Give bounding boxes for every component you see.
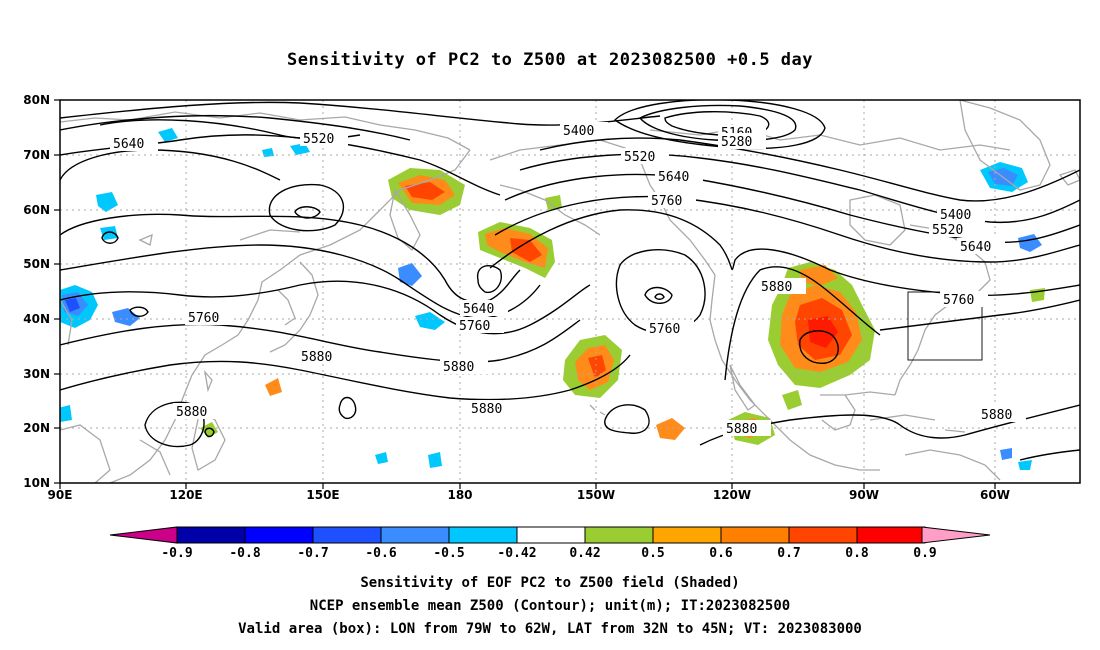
contour-labels: 5640 5520 5400 5160 5280 5520 5640 5760 … <box>110 122 1026 437</box>
lat-label: 40N <box>23 312 50 326</box>
lon-label: 60W <box>980 488 1010 502</box>
axis-ticks <box>54 99 996 489</box>
colorbar-label: -0.7 <box>297 546 328 561</box>
colorbar-label: 0.8 <box>845 546 869 561</box>
footer-line-1: Sensitivity of EOF PC2 to Z500 field (Sh… <box>360 575 740 591</box>
contour-label: 5880 <box>443 360 474 375</box>
lon-label: 150E <box>306 488 339 502</box>
lon-axis-labels: 90E 120E 150E 180 150W 120W 90W 60W <box>48 488 1010 502</box>
colorbar: -0.9 -0.8 -0.7 -0.6 -0.5 -0.42 0.42 0.5 0.6 0.7 0.… <box>109 526 991 561</box>
contour-label: 5640 <box>960 240 991 255</box>
footer-line-3: Valid area (box): LON from 79W to 62W, L… <box>238 621 862 637</box>
sensitivity-shading <box>60 128 1045 470</box>
contour-label: 5880 <box>301 350 332 365</box>
lon-label: 90E <box>48 488 73 502</box>
contour-label: 5880 <box>471 402 502 417</box>
colorbar-low-end <box>109 526 178 544</box>
lon-label: 90W <box>849 488 879 502</box>
colorbar-label: -0.5 <box>433 546 464 561</box>
colorbar-segment <box>448 526 518 544</box>
colorbar-segment <box>244 526 314 544</box>
contour-label: 5520 <box>932 223 963 238</box>
contour-label: 5640 <box>658 170 689 185</box>
colorbar-label: -0.9 <box>161 546 192 561</box>
contour-label: 5400 <box>940 208 971 223</box>
colorbar-labels: -0.9 -0.8 -0.7 -0.6 -0.5 -0.42 0.42 0.5 0.6 0.7 0.… <box>161 546 936 561</box>
contour-label: 5760 <box>943 293 974 308</box>
colorbar-label: -0.42 <box>497 546 536 561</box>
contour-label: 5400 <box>563 124 594 139</box>
lat-label: 30N <box>23 367 50 381</box>
graticule <box>60 100 1080 483</box>
lon-label: 120E <box>169 488 202 502</box>
contour-label: 5280 <box>721 135 752 150</box>
contour-label: 5760 <box>649 322 680 337</box>
colorbar-segment <box>380 526 450 544</box>
contour-label: 5520 <box>303 132 334 147</box>
colorbar-label: 0.42 <box>569 546 600 561</box>
colorbar-segment <box>516 526 586 544</box>
colorbar-label: -0.6 <box>365 546 396 561</box>
positive-sensitivity-patches <box>200 168 1045 445</box>
lat-label: 70N <box>23 148 50 162</box>
contour-label: 5520 <box>624 150 655 165</box>
lat-label: 80N <box>23 93 50 107</box>
contour-label: 5760 <box>188 311 219 326</box>
contour-label: 5880 <box>761 280 792 295</box>
map-frame <box>59 99 1081 484</box>
coastlines <box>60 100 1080 483</box>
contour-label: 5640 <box>463 302 494 317</box>
colorbar-segments <box>176 526 926 544</box>
map-title: Sensitivity of PC2 to Z500 at 2023082500… <box>286 50 813 70</box>
colorbar-label: 0.5 <box>641 546 664 561</box>
lat-label: 10N <box>23 476 50 490</box>
lat-label: 50N <box>23 257 50 271</box>
colorbar-segment <box>856 526 926 544</box>
colorbar-segment <box>720 526 790 544</box>
colorbar-segment <box>652 526 722 544</box>
colorbar-label: 0.6 <box>709 546 733 561</box>
footer-line-2: NCEP ensemble mean Z500 (Contour); unit(… <box>309 598 791 614</box>
colorbar-label: 0.7 <box>777 546 800 561</box>
contour-label: 5760 <box>651 194 682 209</box>
contour-label: 5640 <box>113 137 144 152</box>
colorbar-label: 0.9 <box>913 546 936 561</box>
contour-label: 5880 <box>176 405 207 420</box>
contour-label: 5760 <box>459 319 490 334</box>
contour-label: 5880 <box>981 408 1012 423</box>
colorbar-segment <box>176 526 246 544</box>
lat-label: 20N <box>23 421 50 435</box>
colorbar-label: -0.8 <box>229 546 260 561</box>
contour-label: 5880 <box>726 422 757 437</box>
colorbar-high-end <box>921 526 991 544</box>
colorbar-segment <box>788 526 858 544</box>
lon-label: 180 <box>447 488 472 502</box>
lat-label: 60N <box>23 203 50 217</box>
lon-label: 150W <box>577 488 615 502</box>
lon-label: 120W <box>713 488 751 502</box>
colorbar-segment <box>584 526 654 544</box>
colorbar-segment <box>312 526 382 544</box>
lat-axis-labels: 80N 70N 60N 50N 40N 30N 20N 10N <box>23 93 50 490</box>
